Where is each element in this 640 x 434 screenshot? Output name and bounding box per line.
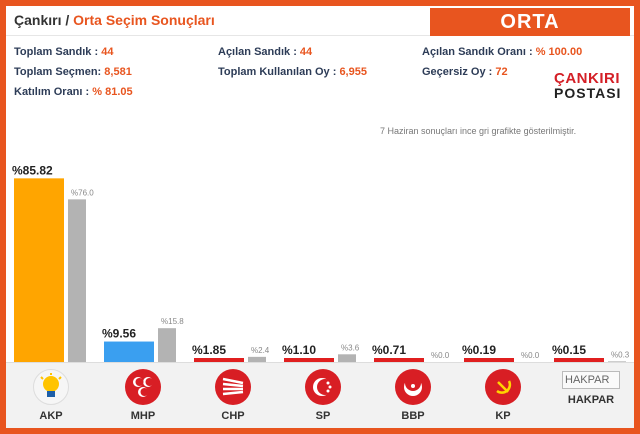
chp-six-arrows-icon [215,369,251,405]
region-badge: ORTA [430,8,630,36]
label-current-bbp: %0.71 [372,343,406,357]
stats-column-3: Açılan Sandık Oranı : % 100.00 Geçersiz … [422,44,582,84]
bar-current-bbp[interactable] [374,358,424,362]
label-previous-kp: %0.0 [521,351,540,360]
stat-acilan-sandik: Açılan Sandık : 44 [218,46,313,58]
kp-hammer-sickle-icon [485,369,521,405]
breadcrumb-separator: / [65,12,70,28]
party-emblem-row: AKP MHP CHP SP BBP [6,362,634,428]
party-akp[interactable]: AKP [6,365,96,429]
breadcrumb: Çankırı / Orta Seçim Sonuçları [14,12,215,28]
party-chp[interactable]: CHP [188,365,278,429]
header-bar: Çankırı / Orta Seçim Sonuçları ORTA [6,6,634,36]
stats-column-2: Açılan Sandık : 44 Toplam Kullanılan Oy … [218,44,367,84]
label-current-akp: %85.82 [12,163,53,177]
akp-lightbulb-icon [33,369,69,405]
party-bbp[interactable]: BBP [368,365,458,429]
bar-previous-akp[interactable] [68,199,86,362]
hakpar-broken-image-icon: HAKPAR [562,371,620,389]
label-previous-akp: %76.0 [71,188,94,197]
results-panel: Çankırı / Orta Seçim Sonuçları ORTA Topl… [4,4,636,430]
bar-current-hakpar[interactable] [554,358,604,362]
chart-note: 7 Haziran sonuçları ince gri grafikte gö… [380,126,577,136]
party-kp[interactable]: KP [458,365,548,429]
stat-toplam-sandik: Toplam Sandık : 44 [14,46,114,58]
label-previous-sp: %3.6 [341,343,360,352]
label-current-sp: %1.10 [282,343,316,357]
stat-toplam-secmen: Toplam Seçmen: 8,581 [14,66,132,78]
label-previous-bbp: %0.0 [431,351,450,360]
stat-kullanilan-oy: Toplam Kullanılan Oy : 6,955 [218,66,367,78]
bar-current-kp[interactable] [464,358,514,362]
breadcrumb-city-link[interactable]: Çankırı [14,12,62,28]
results-bar-chart: %85.82 %76.0 %9.56 %15.8 %1.85 %2.4 %1.10 %3.6%… [12,163,630,362]
label-previous-chp: %2.4 [251,346,270,355]
bar-current-akp[interactable] [14,178,64,362]
party-mhp[interactable]: MHP [98,365,188,429]
label-previous-hakpar: %0.3 [611,350,630,359]
mhp-three-crescents-icon [125,369,161,405]
label-current-kp: %0.19 [462,343,496,357]
sp-crescent-stars-icon [305,369,341,405]
bar-current-mhp[interactable] [104,341,154,362]
bar-previous-sp[interactable] [338,354,356,362]
party-hakpar[interactable]: HAKPAR HAKPAR [546,365,636,429]
bar-previous-chp[interactable] [248,356,266,362]
label-current-hakpar: %0.15 [552,343,586,357]
label-current-chp: %1.85 [192,343,226,357]
breadcrumb-current-page: Orta Seçim Sonuçları [73,12,215,28]
bar-previous-hakpar[interactable] [608,361,626,362]
party-sp[interactable]: SP [278,365,368,429]
stats-column-1: Toplam Sandık : 44 Toplam Seçmen: 8,581 … [14,44,133,104]
stat-gecersiz-oy: Geçersiz Oy : 72 [422,66,508,78]
label-current-mhp: %9.56 [102,327,136,341]
stat-acilan-orani: Açılan Sandık Oranı : % 100.00 [422,46,583,58]
label-previous-mhp: %15.8 [161,317,184,326]
cankiri-postasi-logo[interactable]: ÇANKIRI POSTASI [554,70,622,101]
bar-current-sp[interactable] [284,358,334,362]
bbp-crescent-icon [395,369,431,405]
stat-katilim-orani: Katılım Oranı : % 81.05 [14,86,133,98]
bar-current-chp[interactable] [194,358,244,362]
bar-previous-mhp[interactable] [158,328,176,362]
